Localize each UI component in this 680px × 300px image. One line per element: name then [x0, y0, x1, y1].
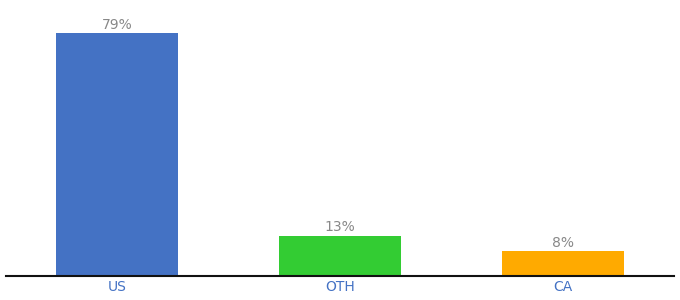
Bar [56, 33, 178, 276]
Text: 79%: 79% [102, 18, 133, 32]
Bar [279, 236, 401, 276]
Text: 8%: 8% [552, 236, 574, 250]
Bar [502, 251, 624, 276]
Text: 13%: 13% [324, 220, 356, 234]
